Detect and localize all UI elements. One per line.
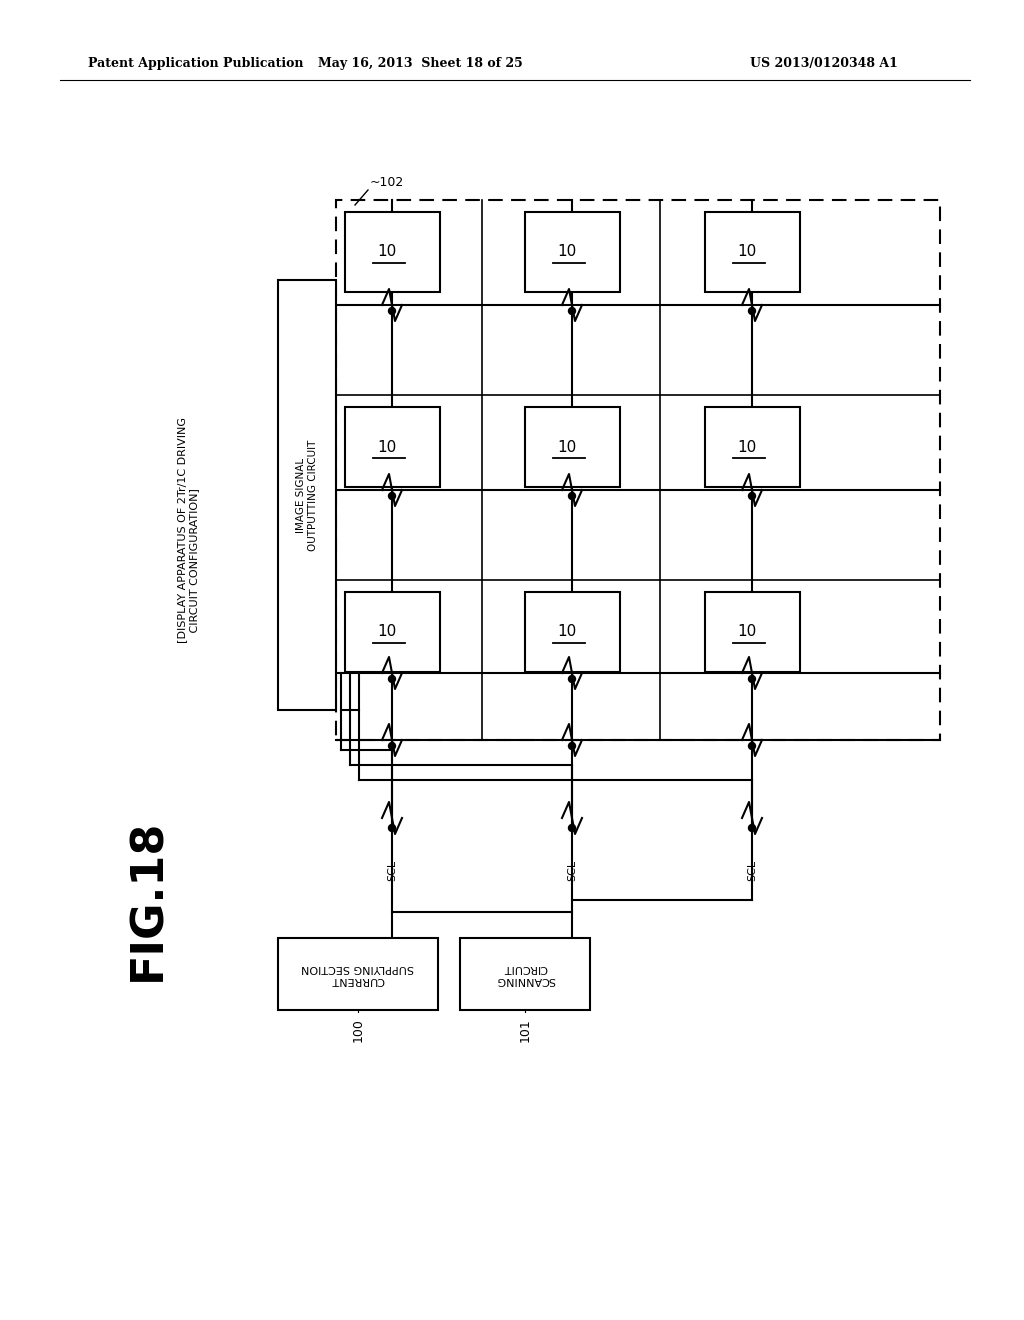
Bar (525, 213, 620, 292)
Text: SCL: SCL (567, 859, 577, 880)
Text: 10: 10 (557, 440, 577, 454)
Text: [DISPLAY APPARATUS OF 2Tr/1C DRIVING
   CIRCUIT CONFIGURATION]: [DISPLAY APPARATUS OF 2Tr/1C DRIVING CIR… (177, 417, 199, 643)
Text: SCL: SCL (746, 859, 757, 880)
Bar (705, 407, 800, 487)
Circle shape (749, 676, 756, 682)
Text: US 2013/0120348 A1: US 2013/0120348 A1 (750, 57, 898, 70)
Bar (525, 407, 620, 487)
Circle shape (568, 742, 575, 750)
Circle shape (568, 676, 575, 682)
Bar (705, 591, 800, 672)
Circle shape (568, 825, 575, 832)
Bar (525, 591, 620, 672)
Circle shape (749, 742, 756, 750)
Text: FIG.18: FIG.18 (127, 818, 170, 981)
Bar (345, 591, 440, 672)
Text: 10: 10 (737, 440, 757, 454)
Text: CURRENT
SUPPLYING SECTION: CURRENT SUPPLYING SECTION (301, 964, 415, 985)
Circle shape (388, 492, 395, 499)
Circle shape (388, 742, 395, 750)
Text: ~102: ~102 (370, 177, 404, 190)
Bar (336, 201, 940, 741)
Circle shape (388, 676, 395, 682)
Circle shape (388, 825, 395, 832)
Bar (460, 939, 590, 1010)
Bar (345, 213, 440, 292)
Circle shape (388, 308, 395, 314)
Text: 100: 100 (351, 1018, 365, 1041)
Bar (278, 280, 336, 710)
Circle shape (568, 308, 575, 314)
Text: SCANNING
CIRCUIT: SCANNING CIRCUIT (496, 964, 555, 985)
Text: Patent Application Publication: Patent Application Publication (88, 57, 303, 70)
Text: 101: 101 (518, 1018, 531, 1041)
Text: SCL: SCL (387, 859, 397, 880)
Text: 10: 10 (378, 440, 396, 454)
Circle shape (749, 492, 756, 499)
Text: 10: 10 (557, 624, 577, 639)
Text: 10: 10 (737, 244, 757, 260)
Bar (345, 407, 440, 487)
Circle shape (749, 308, 756, 314)
Text: 10: 10 (557, 244, 577, 260)
Bar (705, 213, 800, 292)
Text: 10: 10 (737, 624, 757, 639)
Circle shape (568, 492, 575, 499)
Bar (278, 939, 438, 1010)
Text: 10: 10 (378, 244, 396, 260)
Text: IMAGE SIGNAL
OUTPUTTING CIRCUIT: IMAGE SIGNAL OUTPUTTING CIRCUIT (296, 440, 317, 550)
Circle shape (749, 825, 756, 832)
Text: 10: 10 (378, 624, 396, 639)
Text: May 16, 2013  Sheet 18 of 25: May 16, 2013 Sheet 18 of 25 (317, 57, 522, 70)
